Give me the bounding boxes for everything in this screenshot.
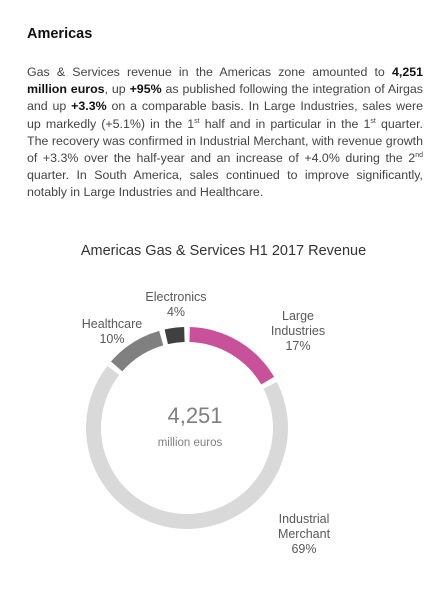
para-growth-comparable: +3.3% bbox=[71, 99, 107, 114]
slice-name-label-electronics: Electronics bbox=[145, 290, 206, 304]
para-text: on a comparable basis. In Large Industri… bbox=[27, 99, 424, 131]
slice-electronics bbox=[164, 327, 185, 345]
slice-value-label-electronics: 4% bbox=[167, 305, 185, 319]
slice-name-label-industrial-merchant: Industrial bbox=[279, 512, 330, 526]
slice-industrial-merchant bbox=[85, 365, 288, 529]
para-superscript: st bbox=[194, 117, 200, 125]
slice-value-label-industrial-merchant: 69% bbox=[291, 542, 316, 556]
para-superscript: nd bbox=[415, 152, 423, 160]
center-total-unit: million euros bbox=[158, 437, 223, 449]
section-heading: Americas bbox=[27, 26, 93, 42]
slice-value-label-healthcare: 10% bbox=[99, 332, 124, 346]
slice-name-label-healthcare: Healthcare bbox=[82, 317, 142, 331]
body-paragraph: Gas & Services revenue in the Americas z… bbox=[27, 64, 423, 202]
chart-title: Americas Gas & Services H1 2017 Revenue bbox=[80, 243, 367, 259]
slice-value-label-large-industries: 17% bbox=[285, 339, 310, 353]
donut-slices bbox=[85, 327, 288, 529]
para-superscript: st bbox=[370, 117, 376, 125]
slice-large-industries bbox=[189, 327, 275, 385]
para-text: quarter. The recovery was confirmed in I… bbox=[27, 116, 423, 166]
para-text: quarter. In South America, sales continu… bbox=[27, 168, 423, 200]
slice-name-label-industrial-merchant: Merchant bbox=[278, 527, 331, 541]
slice-name-label-large-industries: Industries bbox=[271, 324, 325, 338]
para-text: as published following the integration o… bbox=[27, 82, 423, 114]
para-text: half and in particular in the 1 bbox=[199, 116, 371, 131]
para-growth-published: +95% bbox=[129, 82, 162, 97]
center-total-value: 4,251 bbox=[167, 403, 222, 428]
para-revenue: 4,251 million euros bbox=[27, 65, 423, 97]
para-text: Gas & Services revenue in the Americas z… bbox=[27, 65, 392, 79]
slice-name-label-large-industries: Large bbox=[282, 309, 314, 323]
para-text: , up bbox=[104, 82, 130, 97]
slice-healthcare bbox=[111, 330, 164, 372]
